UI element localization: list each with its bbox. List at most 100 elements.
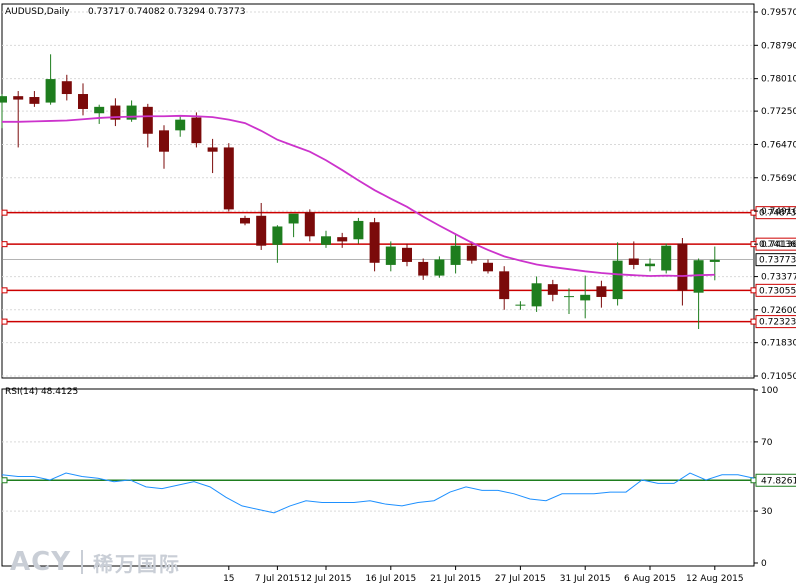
level-label-box bbox=[755, 315, 796, 329]
candle-body bbox=[256, 215, 267, 246]
rsi-label: RSI(14) 48.4125 bbox=[5, 387, 78, 397]
candle-body bbox=[547, 284, 558, 295]
candle-body bbox=[450, 245, 461, 265]
last-price-box bbox=[755, 253, 796, 267]
rsi-tick-label: 100 bbox=[761, 386, 778, 396]
level-handle bbox=[750, 318, 757, 325]
y-tick-label: 0.79570 bbox=[761, 8, 796, 18]
x-tick-label: 16 Jul 2015 bbox=[365, 574, 416, 584]
rsi-tick-label: 30 bbox=[761, 507, 773, 517]
y-tick-label: 0.71050 bbox=[761, 372, 796, 382]
x-tick-label: 21 Jul 2015 bbox=[430, 574, 481, 584]
candle-body bbox=[0, 96, 7, 103]
candle-body bbox=[175, 119, 186, 131]
time-axis: 15 7 Jul 2015 12 Jul 2015 16 Jul 2015 21 Jul… bbox=[223, 566, 744, 584]
candle-body bbox=[272, 226, 283, 245]
y-tick-label: 0.78010 bbox=[761, 75, 796, 85]
x-tick-label: 27 Jul 2015 bbox=[495, 574, 546, 584]
candle-body bbox=[78, 94, 88, 109]
candle-body bbox=[126, 105, 137, 120]
candle-body bbox=[596, 286, 607, 297]
candle-body bbox=[94, 106, 105, 114]
candles bbox=[0, 54, 720, 330]
rsi-line bbox=[1, 472, 755, 514]
logo-brand: ACY bbox=[10, 547, 72, 577]
candle-body bbox=[499, 271, 510, 300]
y-tick-label: 0.74910 bbox=[761, 207, 796, 217]
price-grid bbox=[2, 11, 754, 377]
candle-body bbox=[434, 259, 445, 276]
y-tick-label: 0.72600 bbox=[761, 306, 796, 316]
level-label: 0.73055 bbox=[759, 286, 796, 296]
candle-body bbox=[612, 260, 623, 300]
candle-body bbox=[13, 96, 24, 100]
candle-body bbox=[45, 79, 56, 103]
candle-body bbox=[223, 147, 234, 210]
acy-logo: ACY 稀万国际 bbox=[10, 546, 181, 578]
level-handle bbox=[1, 318, 8, 325]
rsi-panel-border bbox=[1, 388, 755, 567]
candle-body bbox=[110, 105, 121, 120]
candle-body bbox=[531, 283, 542, 307]
candle-body bbox=[580, 294, 591, 301]
rsi-marker-value: 47.8261 bbox=[761, 476, 796, 486]
y-tick-label: 0.76470 bbox=[761, 140, 796, 150]
x-tick-label: 12 Jul 2015 bbox=[301, 574, 352, 584]
level-handle bbox=[1, 209, 8, 216]
level-handle bbox=[750, 287, 757, 294]
candle-body bbox=[564, 296, 574, 298]
y-tick-label: 0.75690 bbox=[761, 174, 796, 184]
rsi-level-box bbox=[755, 473, 796, 487]
candle-body bbox=[191, 117, 202, 144]
y-tick-label: 0.78790 bbox=[761, 41, 796, 51]
x-tick-label: 31 Jul 2015 bbox=[560, 574, 611, 584]
candle-body bbox=[159, 130, 169, 152]
level-handle bbox=[1, 241, 8, 248]
level-label-box bbox=[755, 283, 796, 297]
candle-body bbox=[483, 262, 493, 272]
header-ohlc: 0.73717 0.74082 0.73294 0.73773 bbox=[88, 7, 245, 17]
x-tick-label: 7 Jul 2015 bbox=[255, 574, 300, 584]
logo-chinese: 稀万国际 bbox=[93, 551, 182, 576]
candle-body bbox=[418, 261, 429, 276]
candle-body bbox=[369, 222, 380, 263]
candle-body bbox=[402, 247, 412, 262]
candle-body bbox=[240, 217, 250, 224]
candle-body bbox=[61, 81, 72, 95]
horizontal-levels: 0.74873 0.74136 0.73055 0.72323 0.73773 bbox=[1, 206, 796, 329]
candle-body bbox=[709, 259, 720, 262]
ma-line bbox=[2, 114, 715, 277]
candle-body bbox=[337, 237, 348, 242]
x-tick-label: 15 bbox=[223, 574, 234, 584]
candle-body bbox=[645, 263, 655, 267]
candle-body bbox=[466, 245, 477, 261]
level-label-box bbox=[755, 206, 796, 220]
price-panel-border bbox=[1, 3, 755, 379]
y-tick-label: 0.73377 bbox=[761, 273, 796, 283]
y-tick-label: 0.71830 bbox=[761, 339, 796, 349]
candle-body bbox=[385, 246, 396, 265]
candle-body bbox=[142, 106, 153, 134]
logo-separator bbox=[81, 550, 84, 574]
candle-body bbox=[661, 245, 672, 271]
level-label: 0.72323 bbox=[759, 318, 796, 328]
rsi-tick-label: 70 bbox=[761, 438, 773, 448]
candle-body bbox=[207, 147, 218, 152]
header-symbol: AUDUSD,Daily bbox=[5, 7, 70, 17]
candle-body bbox=[321, 236, 331, 245]
moving-average bbox=[2, 114, 715, 277]
x-tick-label: 12 Aug 2015 bbox=[686, 574, 744, 584]
candle-body bbox=[353, 220, 364, 240]
level-label: 0.74136 bbox=[759, 240, 796, 250]
candle-body bbox=[29, 97, 40, 104]
level-label: 0.74873 bbox=[759, 209, 796, 219]
candle-body bbox=[677, 243, 688, 291]
y-tick-label: 0.74136 bbox=[761, 240, 796, 250]
last-price-label: 0.73773 bbox=[759, 256, 796, 266]
rsi-panel: 100 70 30 0 bbox=[1, 386, 796, 569]
y-tick-label: 0.77250 bbox=[761, 107, 796, 117]
candle-body bbox=[288, 213, 299, 224]
candle-body bbox=[515, 304, 526, 306]
candle-body bbox=[693, 260, 704, 293]
